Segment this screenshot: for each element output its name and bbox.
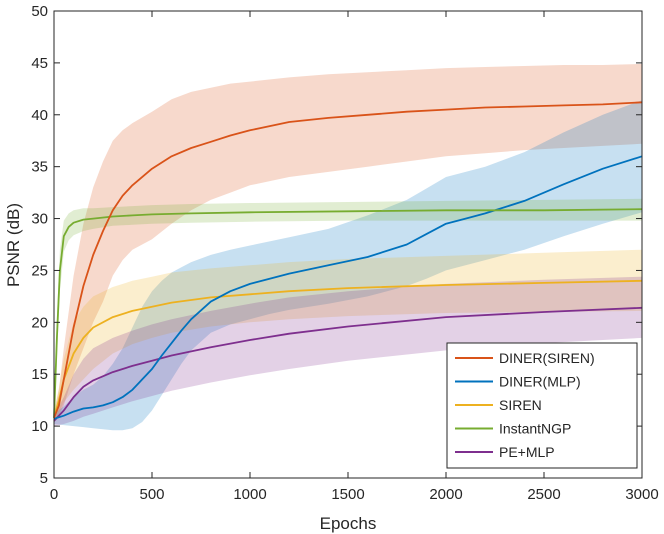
diner-siren-band xyxy=(54,63,642,424)
siren-band xyxy=(54,249,642,423)
legend-label-instantngp: InstantNGP xyxy=(499,421,571,437)
y-tick-label: 45 xyxy=(31,55,48,72)
x-axis-label: Epochs xyxy=(320,514,377,533)
axes: 0 500 1000 1500 2000 2500 3000 5 10 15 20 25 30 35 40 4… xyxy=(31,3,658,503)
diner-mlp-band xyxy=(54,100,642,431)
y-tick-label: 20 xyxy=(31,314,48,331)
y-axis-label: PSNR (dB) xyxy=(4,203,23,287)
series-lines xyxy=(53,101,643,422)
x-tick-label: 1500 xyxy=(331,486,364,503)
y-tick-label: 40 xyxy=(31,107,48,124)
pe-mlp-line xyxy=(53,306,643,422)
x-tick-label: 2000 xyxy=(429,486,462,503)
legend: DINER(SIREN) DINER(MLP) SIREN InstantNGP PE+… xyxy=(446,342,638,469)
y-tick-label: 35 xyxy=(31,159,48,176)
x-tick-label: 0 xyxy=(50,486,58,503)
x-tick-label: 500 xyxy=(139,486,164,503)
y-tick-label: 30 xyxy=(31,211,48,228)
siren-line xyxy=(53,279,643,419)
x-tick-label: 1000 xyxy=(233,486,266,503)
y-tick-label: 25 xyxy=(31,262,48,279)
legend-label-pe-mlp: PE+MLP xyxy=(499,444,555,460)
y-tick-label: 5 xyxy=(40,470,48,487)
y-tick-label: 10 xyxy=(31,418,48,435)
diner-siren-line xyxy=(53,101,643,419)
legend-label-diner-mlp: DINER(MLP) xyxy=(499,374,581,390)
y-tick-label: 15 xyxy=(31,366,48,383)
legend-label-siren: SIREN xyxy=(499,397,542,413)
instantngp-line xyxy=(53,208,643,418)
diner-mlp-line xyxy=(53,155,643,420)
legend-label-diner-siren: DINER(SIREN) xyxy=(499,350,595,366)
x-tick-label: 2500 xyxy=(527,486,560,503)
y-tick-label: 50 xyxy=(31,3,48,20)
instantngp-band xyxy=(54,198,642,423)
x-tick-label: 3000 xyxy=(625,486,658,503)
